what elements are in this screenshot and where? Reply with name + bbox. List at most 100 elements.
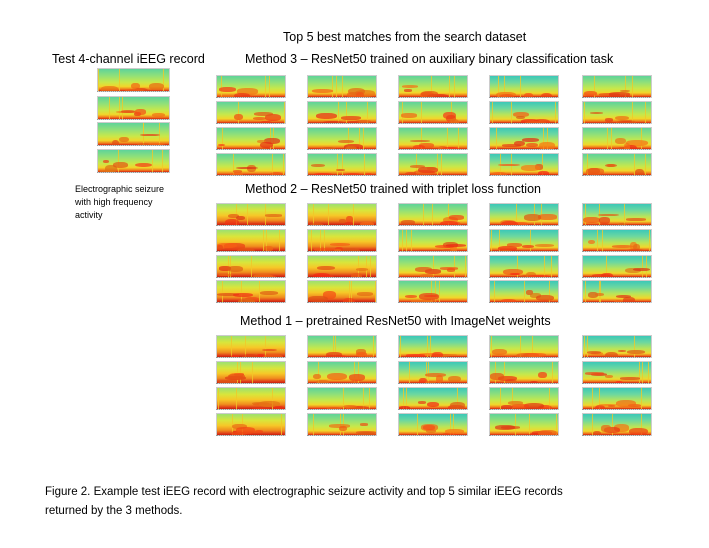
x-axis-ticks bbox=[398, 409, 466, 414]
x-axis-ticks bbox=[582, 302, 650, 307]
method-2-match-3-channel-3 bbox=[398, 255, 468, 278]
figure-caption-line-2: returned by the 3 methods. bbox=[45, 505, 183, 517]
x-axis-ticks bbox=[582, 409, 650, 414]
method-3-match-3-channel-2 bbox=[398, 101, 468, 124]
x-axis-ticks bbox=[216, 149, 284, 154]
x-axis-ticks bbox=[307, 302, 375, 307]
method-2-match-2-channel-2 bbox=[307, 229, 377, 252]
x-axis-ticks bbox=[398, 357, 466, 362]
method-1-match-3-channel-1 bbox=[398, 335, 468, 358]
method-2-match-5-channel-2 bbox=[582, 229, 652, 252]
x-axis-ticks bbox=[307, 225, 375, 230]
method-1-match-3-channel-3 bbox=[398, 387, 468, 410]
x-axis-ticks bbox=[398, 97, 466, 102]
test-channel-1 bbox=[97, 68, 170, 92]
x-axis-ticks bbox=[216, 251, 284, 256]
method-1-match-4-channel-3 bbox=[489, 387, 559, 410]
x-axis-ticks bbox=[216, 383, 284, 388]
x-axis-ticks bbox=[582, 383, 650, 388]
x-axis-ticks bbox=[489, 123, 557, 128]
figure-caption-line-1: Figure 2. Example test iEEG record with … bbox=[45, 486, 563, 498]
method-2-match-4-channel-2 bbox=[489, 229, 559, 252]
method-1-match-2-channel-1 bbox=[307, 335, 377, 358]
method-3-match-5-channel-3 bbox=[582, 127, 652, 150]
method-3-match-2-channel-2 bbox=[307, 101, 377, 124]
x-axis-ticks bbox=[216, 357, 284, 362]
x-axis-ticks bbox=[307, 383, 375, 388]
test-record-title: Test 4-channel iEEG record bbox=[52, 52, 205, 66]
x-axis-ticks bbox=[216, 277, 284, 282]
method-3-match-3-channel-4 bbox=[398, 153, 468, 176]
x-axis-ticks bbox=[398, 251, 466, 256]
x-axis-ticks bbox=[398, 302, 466, 307]
x-axis-ticks bbox=[582, 225, 650, 230]
x-axis-ticks bbox=[97, 172, 168, 177]
method-1-match-5-channel-3 bbox=[582, 387, 652, 410]
x-axis-ticks bbox=[582, 123, 650, 128]
method-1-match-4-channel-2 bbox=[489, 361, 559, 384]
method-1-match-1-channel-4 bbox=[216, 413, 286, 436]
method-1-match-5-channel-2 bbox=[582, 361, 652, 384]
method-1-match-1-channel-2 bbox=[216, 361, 286, 384]
x-axis-ticks bbox=[216, 302, 284, 307]
x-axis-ticks bbox=[489, 409, 557, 414]
method-3-match-4-channel-1 bbox=[489, 75, 559, 98]
method-1-match-5-channel-4 bbox=[582, 413, 652, 436]
x-axis-ticks bbox=[582, 357, 650, 362]
method-3-match-2-channel-4 bbox=[307, 153, 377, 176]
method-2-match-3-channel-4 bbox=[398, 280, 468, 303]
x-axis-ticks bbox=[489, 97, 557, 102]
method-3-match-5-channel-2 bbox=[582, 101, 652, 124]
x-axis-ticks bbox=[216, 175, 284, 180]
method-1-match-4-channel-4 bbox=[489, 413, 559, 436]
x-axis-ticks bbox=[489, 302, 557, 307]
method-3-match-1-channel-3 bbox=[216, 127, 286, 150]
method-1-match-4-channel-1 bbox=[489, 335, 559, 358]
method-2-match-2-channel-4 bbox=[307, 280, 377, 303]
x-axis-ticks bbox=[398, 149, 466, 154]
method-3-match-4-channel-2 bbox=[489, 101, 559, 124]
x-axis-ticks bbox=[489, 435, 557, 440]
method-2-match-5-channel-3 bbox=[582, 255, 652, 278]
method-2-match-1-channel-2 bbox=[216, 229, 286, 252]
x-axis-ticks bbox=[582, 277, 650, 282]
x-axis-ticks bbox=[307, 409, 375, 414]
x-axis-ticks bbox=[398, 435, 466, 440]
test-channel-4 bbox=[97, 149, 170, 173]
x-axis-ticks bbox=[489, 225, 557, 230]
x-axis-ticks bbox=[582, 149, 650, 154]
method-3-match-1-channel-2 bbox=[216, 101, 286, 124]
test-channel-2 bbox=[97, 96, 170, 120]
method-1-match-2-channel-2 bbox=[307, 361, 377, 384]
x-axis-ticks bbox=[489, 175, 557, 180]
x-axis-ticks bbox=[582, 435, 650, 440]
x-axis-ticks bbox=[216, 409, 284, 414]
x-axis-ticks bbox=[307, 97, 375, 102]
method-2-match-3-channel-2 bbox=[398, 229, 468, 252]
method-1-match-1-channel-3 bbox=[216, 387, 286, 410]
x-axis-ticks bbox=[307, 251, 375, 256]
method-3-match-5-channel-4 bbox=[582, 153, 652, 176]
x-axis-ticks bbox=[307, 149, 375, 154]
test-record-note: Electrographic seizure with high frequen… bbox=[75, 184, 165, 220]
method-3-match-3-channel-1 bbox=[398, 75, 468, 98]
method-3-match-5-channel-1 bbox=[582, 75, 652, 98]
x-axis-ticks bbox=[489, 149, 557, 154]
method-2-match-1-channel-1 bbox=[216, 203, 286, 226]
method-3-match-3-channel-3 bbox=[398, 127, 468, 150]
method-3-title: Method 3 – ResNet50 trained on auxiliary… bbox=[245, 52, 614, 66]
method-3-match-2-channel-3 bbox=[307, 127, 377, 150]
x-axis-ticks bbox=[216, 123, 284, 128]
test-channel-3 bbox=[97, 122, 170, 146]
x-axis-ticks bbox=[489, 277, 557, 282]
x-axis-ticks bbox=[307, 357, 375, 362]
x-axis-ticks bbox=[398, 225, 466, 230]
method-1-title: Method 1 – pretrained ResNet50 with Imag… bbox=[240, 314, 551, 328]
x-axis-ticks bbox=[398, 277, 466, 282]
method-2-match-4-channel-4 bbox=[489, 280, 559, 303]
x-axis-ticks bbox=[582, 251, 650, 256]
method-1-match-2-channel-4 bbox=[307, 413, 377, 436]
method-3-match-1-channel-4 bbox=[216, 153, 286, 176]
method-3-match-4-channel-3 bbox=[489, 127, 559, 150]
